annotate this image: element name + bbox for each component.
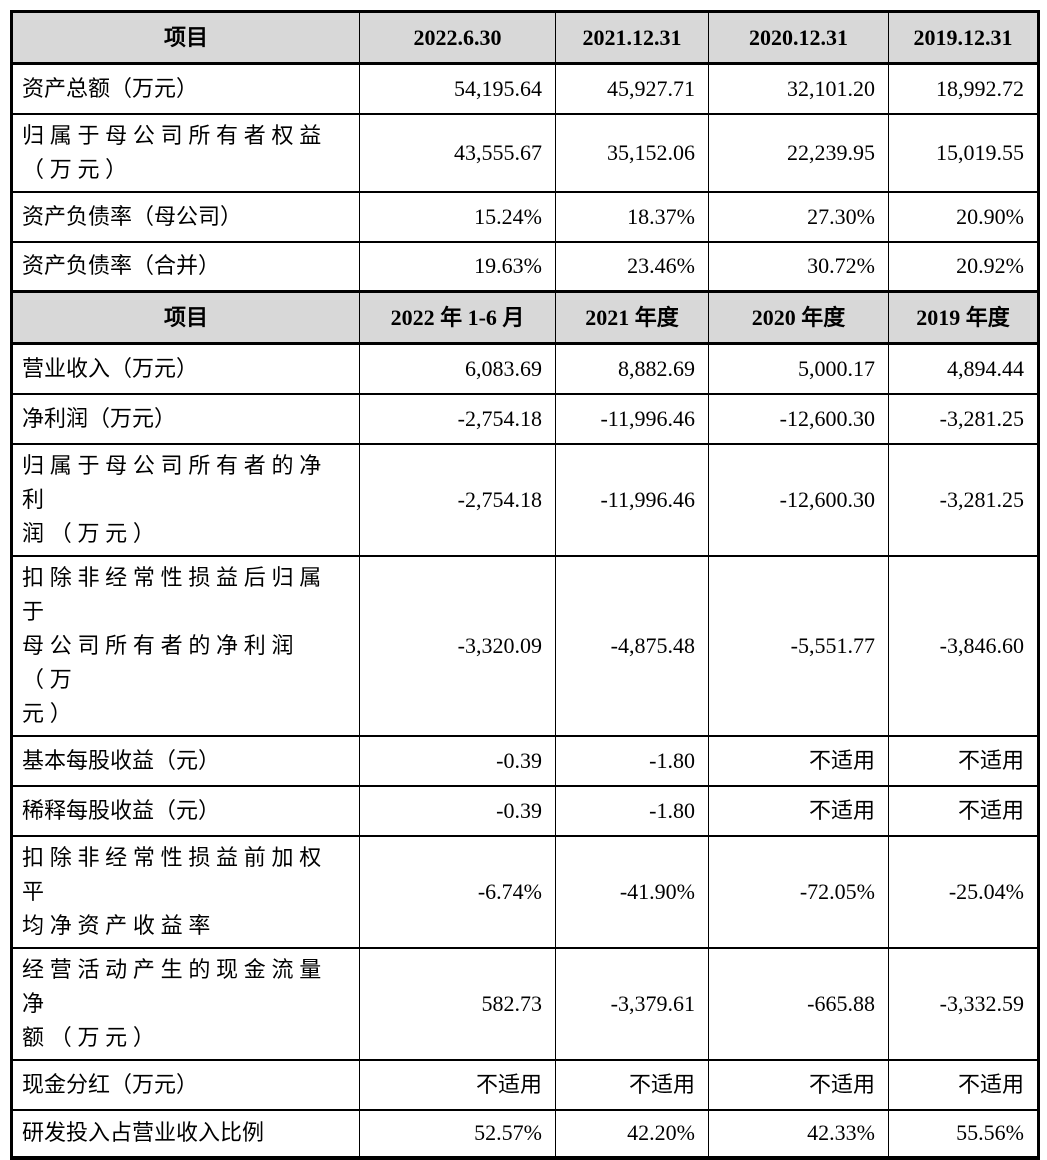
row-label: 资产负债率（合并）: [11, 240, 360, 293]
value-cell: -25.04%: [888, 834, 1039, 949]
value-cell: 不适用: [888, 734, 1039, 787]
value-cell: 15,019.55: [888, 112, 1039, 193]
value-cell: -3,846.60: [888, 554, 1039, 737]
value-cell: 20.92%: [888, 240, 1039, 293]
value-cell: -5,551.77: [708, 554, 889, 737]
row-label: 资产总额（万元）: [11, 62, 360, 115]
section2-item-header: 项目: [11, 290, 360, 345]
value-cell: -3,379.61: [555, 946, 709, 1061]
section1-header-row: 项目 2022.6.30 2021.12.31 2020.12.31 2019.…: [11, 10, 1039, 65]
value-cell: 不适用: [708, 784, 889, 837]
value-cell: 不适用: [555, 1058, 709, 1111]
section1-period-header-2: 2021.12.31: [555, 10, 709, 65]
value-cell: 45,927.71: [555, 62, 709, 115]
row-label: 营业收入（万元）: [11, 342, 360, 395]
value-cell: -1.80: [555, 784, 709, 837]
value-cell: 27.30%: [708, 190, 889, 243]
row-label: 经营活动产生的现金流量净 额（万元）: [11, 946, 360, 1061]
value-cell: -72.05%: [708, 834, 889, 949]
value-cell: 15.24%: [359, 190, 556, 243]
value-cell: -3,320.09: [359, 554, 556, 737]
row-label: 归属于母公司所有者的净利 润（万元）: [11, 442, 360, 557]
value-cell: 42.33%: [708, 1108, 889, 1159]
value-cell: 23.46%: [555, 240, 709, 293]
table-row: 扣除非经常性损益前加权平 均净资产收益率 -6.74% -41.90% -72.…: [11, 834, 1039, 949]
table-row: 资产负债率（合并） 19.63% 23.46% 30.72% 20.92%: [11, 240, 1039, 293]
value-cell: 6,083.69: [359, 342, 556, 395]
row-label: 归属于母公司所有者权益 （万元）: [11, 112, 360, 193]
row-label: 现金分红（万元）: [11, 1058, 360, 1111]
value-cell: 52.57%: [359, 1108, 556, 1159]
value-cell: 不适用: [888, 1058, 1039, 1111]
value-cell: -12,600.30: [708, 392, 889, 445]
row-label: 基本每股收益（元）: [11, 734, 360, 787]
table-row: 归属于母公司所有者权益 （万元） 43,555.67 35,152.06 22,…: [11, 112, 1039, 193]
table-row: 研发投入占营业收入比例 52.57% 42.20% 42.33% 55.56%: [11, 1108, 1039, 1159]
row-label: 扣除非经常性损益前加权平 均净资产收益率: [11, 834, 360, 949]
value-cell: -3,281.25: [888, 442, 1039, 557]
value-cell: -665.88: [708, 946, 889, 1061]
table-row: 扣除非经常性损益后归属于 母公司所有者的净利润（万 元） -3,320.09 -…: [11, 554, 1039, 737]
section2-period-header-1: 2022 年 1-6 月: [359, 290, 556, 345]
row-label: 研发投入占营业收入比例: [11, 1108, 360, 1159]
section1-period-header-4: 2019.12.31: [888, 10, 1039, 65]
value-cell: -3,332.59: [888, 946, 1039, 1061]
value-cell: 43,555.67: [359, 112, 556, 193]
value-cell: -11,996.46: [555, 392, 709, 445]
table-row: 净利润（万元） -2,754.18 -11,996.46 -12,600.30 …: [11, 392, 1039, 445]
value-cell: -0.39: [359, 734, 556, 787]
value-cell: -12,600.30: [708, 442, 889, 557]
value-cell: -2,754.18: [359, 392, 556, 445]
value-cell: 4,894.44: [888, 342, 1039, 395]
value-cell: 32,101.20: [708, 62, 889, 115]
value-cell: 不适用: [888, 784, 1039, 837]
value-cell: 不适用: [708, 1058, 889, 1111]
value-cell: 54,195.64: [359, 62, 556, 115]
value-cell: 18.37%: [555, 190, 709, 243]
value-cell: 42.20%: [555, 1108, 709, 1159]
financial-highlights-table: 项目 2022.6.30 2021.12.31 2020.12.31 2019.…: [10, 10, 1040, 1160]
value-cell: -11,996.46: [555, 442, 709, 557]
value-cell: 582.73: [359, 946, 556, 1061]
table-row: 稀释每股收益（元） -0.39 -1.80 不适用 不适用: [11, 784, 1039, 837]
value-cell: -41.90%: [555, 834, 709, 949]
section1-item-header: 项目: [11, 10, 360, 65]
row-label: 净利润（万元）: [11, 392, 360, 445]
value-cell: 30.72%: [708, 240, 889, 293]
value-cell: 不适用: [359, 1058, 556, 1111]
table-row: 现金分红（万元） 不适用 不适用 不适用 不适用: [11, 1058, 1039, 1111]
value-cell: 22,239.95: [708, 112, 889, 193]
section1-period-header-1: 2022.6.30: [359, 10, 556, 65]
table-row: 归属于母公司所有者的净利 润（万元） -2,754.18 -11,996.46 …: [11, 442, 1039, 557]
section1-period-header-3: 2020.12.31: [708, 10, 889, 65]
section2-header-row: 项目 2022 年 1-6 月 2021 年度 2020 年度 2019 年度: [11, 290, 1039, 345]
value-cell: -4,875.48: [555, 554, 709, 737]
value-cell: -0.39: [359, 784, 556, 837]
table-row: 资产负债率（母公司） 15.24% 18.37% 27.30% 20.90%: [11, 190, 1039, 243]
value-cell: 不适用: [708, 734, 889, 787]
value-cell: 18,992.72: [888, 62, 1039, 115]
value-cell: -2,754.18: [359, 442, 556, 557]
row-label: 稀释每股收益（元）: [11, 784, 360, 837]
table-row: 经营活动产生的现金流量净 额（万元） 582.73 -3,379.61 -665…: [11, 946, 1039, 1061]
table-row: 营业收入（万元） 6,083.69 8,882.69 5,000.17 4,89…: [11, 342, 1039, 395]
section2-period-header-3: 2020 年度: [708, 290, 889, 345]
value-cell: 20.90%: [888, 190, 1039, 243]
table-row: 资产总额（万元） 54,195.64 45,927.71 32,101.20 1…: [11, 62, 1039, 115]
value-cell: -1.80: [555, 734, 709, 787]
section2-period-header-2: 2021 年度: [555, 290, 709, 345]
value-cell: 55.56%: [888, 1108, 1039, 1159]
section2-period-header-4: 2019 年度: [888, 290, 1039, 345]
value-cell: 5,000.17: [708, 342, 889, 395]
value-cell: 35,152.06: [555, 112, 709, 193]
row-label: 资产负债率（母公司）: [11, 190, 360, 243]
table-row: 基本每股收益（元） -0.39 -1.80 不适用 不适用: [11, 734, 1039, 787]
value-cell: -6.74%: [359, 834, 556, 949]
row-label: 扣除非经常性损益后归属于 母公司所有者的净利润（万 元）: [11, 554, 360, 737]
value-cell: 8,882.69: [555, 342, 709, 395]
value-cell: -3,281.25: [888, 392, 1039, 445]
value-cell: 19.63%: [359, 240, 556, 293]
page: 项目 2022.6.30 2021.12.31 2020.12.31 2019.…: [10, 10, 1040, 1160]
